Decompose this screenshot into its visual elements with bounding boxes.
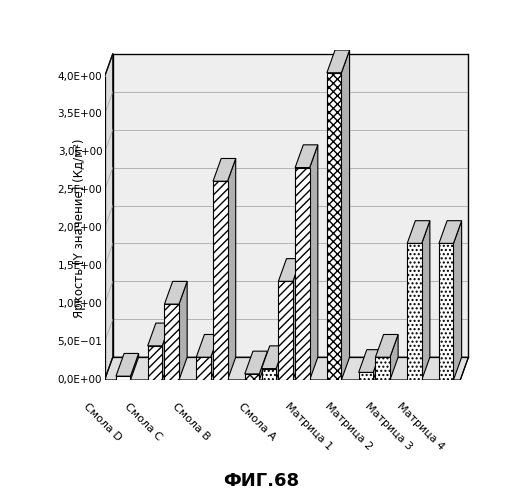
Polygon shape	[105, 357, 469, 380]
Polygon shape	[295, 168, 310, 380]
Polygon shape	[211, 334, 219, 380]
Polygon shape	[327, 73, 342, 380]
Polygon shape	[147, 346, 162, 380]
Polygon shape	[179, 282, 187, 380]
Polygon shape	[245, 351, 267, 374]
Polygon shape	[116, 376, 130, 380]
Text: 5,0E−01: 5,0E−01	[58, 337, 103, 347]
Polygon shape	[147, 323, 170, 346]
Text: Смола C: Смола C	[122, 401, 163, 442]
Polygon shape	[105, 54, 113, 380]
Polygon shape	[453, 220, 462, 380]
Polygon shape	[262, 346, 284, 368]
Polygon shape	[390, 334, 398, 380]
Polygon shape	[422, 220, 430, 380]
Polygon shape	[407, 244, 422, 380]
Polygon shape	[376, 357, 390, 380]
Polygon shape	[213, 181, 228, 380]
Polygon shape	[164, 282, 187, 304]
Polygon shape	[276, 346, 284, 380]
Text: Матрица 2: Матрица 2	[323, 401, 374, 452]
Polygon shape	[130, 354, 139, 380]
Polygon shape	[262, 368, 276, 380]
Text: Матрица 4: Матрица 4	[395, 401, 446, 452]
Polygon shape	[278, 282, 293, 380]
Polygon shape	[213, 158, 236, 181]
Polygon shape	[342, 50, 349, 380]
Polygon shape	[376, 334, 398, 357]
Polygon shape	[245, 374, 259, 380]
Polygon shape	[196, 334, 219, 357]
Text: 3,0E+00: 3,0E+00	[58, 148, 103, 158]
Polygon shape	[259, 351, 267, 380]
Text: ФИГ.68: ФИГ.68	[223, 472, 300, 490]
Polygon shape	[164, 304, 179, 380]
Polygon shape	[293, 258, 301, 380]
Polygon shape	[359, 350, 381, 372]
Text: 0,0E+00: 0,0E+00	[58, 375, 103, 385]
Polygon shape	[310, 145, 318, 380]
Polygon shape	[407, 220, 430, 244]
Polygon shape	[113, 54, 469, 357]
Text: Яркость [Y значение] (Кд/м²): Яркость [Y значение] (Кд/м²)	[73, 138, 86, 318]
Polygon shape	[116, 354, 139, 376]
Text: Смола D: Смола D	[82, 401, 123, 443]
Polygon shape	[359, 372, 373, 380]
Text: 1,5E+00: 1,5E+00	[58, 261, 103, 271]
Text: Матрица 3: Матрица 3	[363, 401, 414, 452]
Polygon shape	[295, 145, 318, 168]
Text: Смола A: Смола A	[236, 401, 277, 442]
Polygon shape	[228, 158, 236, 380]
Polygon shape	[196, 357, 211, 380]
Text: 2,5E+00: 2,5E+00	[58, 186, 103, 196]
Polygon shape	[439, 220, 462, 244]
Text: 1,0E+00: 1,0E+00	[58, 299, 103, 309]
Polygon shape	[327, 50, 349, 73]
Text: 4,0E+00: 4,0E+00	[58, 72, 103, 82]
Text: Матрица 1: Матрица 1	[283, 401, 334, 452]
Text: Смола B: Смола B	[171, 401, 212, 442]
Polygon shape	[162, 323, 170, 380]
Text: 2,0E+00: 2,0E+00	[58, 224, 103, 234]
Polygon shape	[373, 350, 381, 380]
Text: 3,5E+00: 3,5E+00	[58, 110, 103, 120]
Polygon shape	[439, 244, 453, 380]
Polygon shape	[278, 258, 301, 281]
